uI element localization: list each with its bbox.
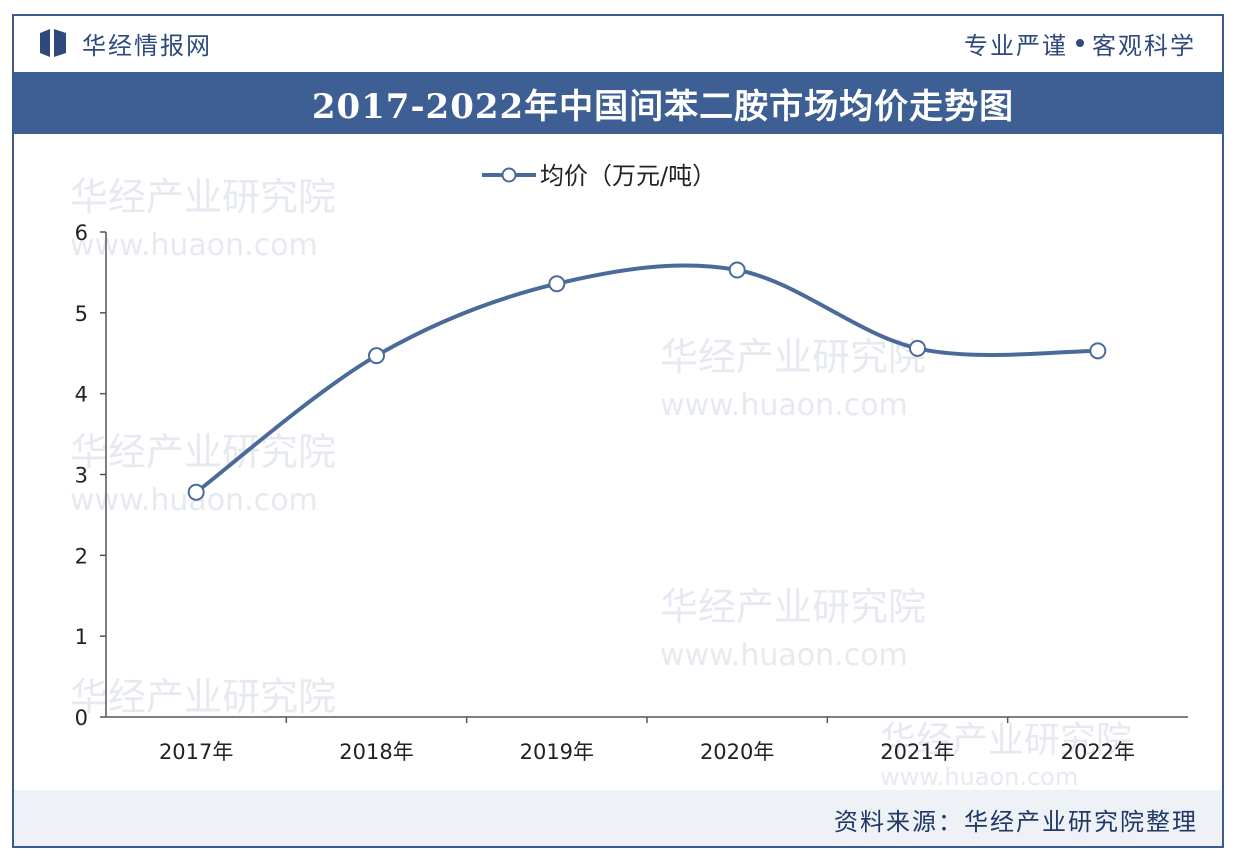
- x-ticks: 2017年 2018年 2019年 2020年 2021年 2022年: [159, 717, 1135, 764]
- watermark-text: 华经产业研究院: [660, 335, 926, 379]
- watermark-url: www.huaon.com: [880, 763, 1078, 791]
- legend-label: 均价（万元/吨）: [540, 162, 716, 190]
- series-line: [194, 263, 1100, 495]
- watermark-text: 华经产业研究院: [880, 720, 1132, 761]
- data-point: [909, 339, 926, 357]
- slogan: 专业严谨 客观科学: [964, 26, 1196, 60]
- brand: 华经情报网: [38, 26, 212, 60]
- x-tick-label: 2019年: [520, 740, 594, 764]
- slogan-right: 客观科学: [1092, 31, 1196, 60]
- chart-title: 2017-2022年中国间苯二胺市场均价走势图: [311, 86, 1015, 127]
- chart-frame: 华经情报网 专业严谨 客观科学 2017-2022年中国间苯二胺市场均价走势图 …: [12, 14, 1224, 848]
- x-tick-label: 2022年: [1061, 740, 1135, 764]
- series-layer: [187, 261, 1107, 501]
- top-bar: 华经情报网 专业严谨 客观科学: [14, 16, 1222, 70]
- data-point: [187, 483, 205, 501]
- watermark-url: www.huaon.com: [70, 228, 318, 263]
- watermark-text: 华经产业研究院: [70, 175, 336, 219]
- legend-marker: [501, 167, 517, 183]
- watermark-text: 华经产业研究院: [70, 675, 336, 719]
- data-point: [368, 347, 385, 365]
- watermark-url: www.huaon.com: [660, 638, 908, 673]
- y-tick-label: 6: [75, 221, 88, 245]
- watermark-text: 华经产业研究院: [70, 430, 336, 474]
- watermark-url: www.huaon.com: [660, 388, 908, 423]
- title-bar: 2017-2022年中国间苯二胺市场均价走势图: [14, 72, 1222, 134]
- y-tick-label: 1: [75, 625, 88, 649]
- x-tick-label: 2020年: [700, 740, 774, 764]
- y-tick-label: 2: [75, 544, 88, 568]
- y-tick-label: 0: [75, 706, 88, 730]
- data-point: [1089, 342, 1107, 360]
- watermarks: 华经产业研究院 www.huaon.com 华经产业研究院 www.huaon.…: [70, 175, 1132, 791]
- footer: 资料来源：华经产业研究院整理: [14, 790, 1222, 846]
- brand-name: 华经情报网: [82, 31, 212, 60]
- data-point: [728, 261, 746, 279]
- watermark-text: 华经产业研究院: [660, 585, 926, 629]
- y-tick-label: 4: [75, 383, 88, 407]
- data-point: [548, 275, 566, 293]
- brand-logo-icon: [40, 29, 66, 57]
- y-tick-label: 5: [75, 302, 88, 326]
- y-tick-label: 3: [75, 464, 88, 488]
- legend: 均价（万元/吨）: [482, 162, 716, 190]
- line-chart: 华经产业研究院 www.huaon.com 华经产业研究院 www.huaon.…: [70, 162, 1188, 791]
- slogan-separator-dot: [1076, 39, 1084, 47]
- x-tick-label: 2018年: [339, 740, 413, 764]
- x-tick-label: 2021年: [880, 740, 954, 764]
- slogan-left: 专业严谨: [964, 31, 1068, 60]
- x-tick-label: 2017年: [159, 740, 233, 764]
- y-ticks: 0 1 2 3 4 5 6: [75, 221, 106, 730]
- source-note: 资料来源：华经产业研究院整理: [834, 808, 1198, 836]
